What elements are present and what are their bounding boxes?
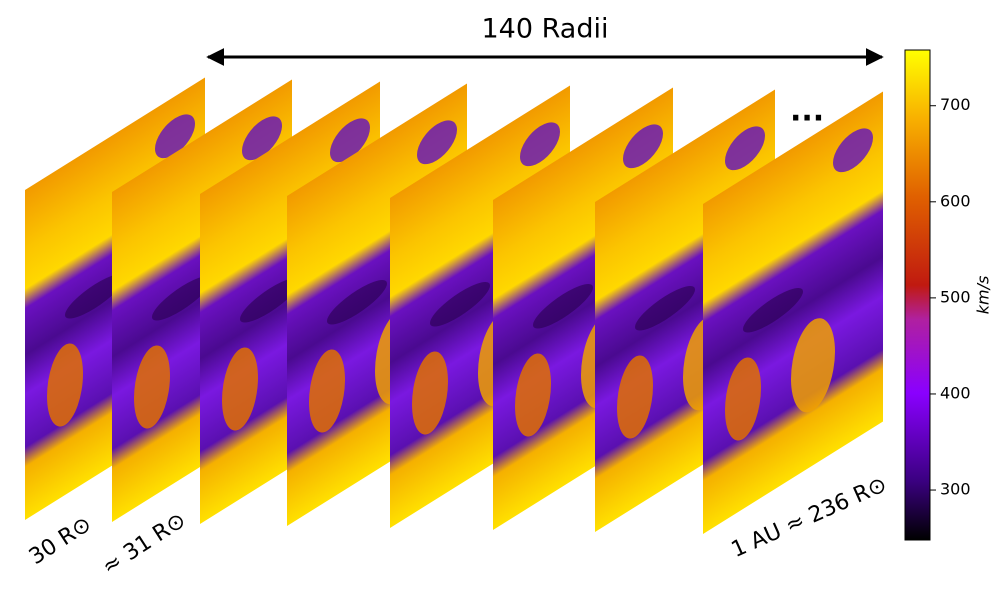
- slice-blob: [242, 116, 282, 161]
- slice: [703, 91, 883, 534]
- slice-blob: [833, 128, 873, 173]
- colorbar: [904, 49, 931, 541]
- ellipsis: ...: [790, 94, 824, 129]
- slice-blob: [330, 118, 370, 163]
- slice-blob: [65, 274, 125, 319]
- tick-label: 700: [940, 95, 971, 114]
- slice-blob: [533, 284, 593, 329]
- slice-blob: [152, 276, 212, 321]
- tick-label: 400: [940, 383, 971, 402]
- slice-blob: [725, 126, 765, 171]
- slice-blob: [791, 318, 835, 413]
- slice-blob: [222, 347, 258, 431]
- slice-blob: [309, 349, 345, 433]
- slice-blob: [412, 351, 448, 435]
- slice-label: 30 R⊙: [25, 512, 96, 570]
- slice-blob: [417, 120, 457, 165]
- slice-blob: [520, 122, 560, 167]
- slice-blob: [155, 114, 195, 159]
- slice-blob: [617, 355, 653, 439]
- tick-label: 600: [940, 191, 971, 210]
- slice-blob: [327, 280, 387, 325]
- slices: [25, 77, 883, 534]
- slice-blob: [725, 357, 761, 441]
- colorbar-label: km/s: [974, 276, 993, 315]
- slice-blob: [635, 286, 695, 331]
- slice-blob: [623, 124, 663, 169]
- range-title: 140 Radii: [482, 14, 609, 45]
- slice-blob: [743, 288, 803, 333]
- tick-label: 500: [940, 287, 971, 306]
- slice-blob: [430, 282, 490, 327]
- slice-blob: [240, 278, 300, 323]
- tick-label: 300: [940, 480, 971, 499]
- slice-blob: [134, 345, 170, 429]
- slice-blob: [515, 353, 551, 437]
- slice-blob: [47, 343, 83, 427]
- slice-label: ≈ 31 R⊙: [98, 508, 191, 580]
